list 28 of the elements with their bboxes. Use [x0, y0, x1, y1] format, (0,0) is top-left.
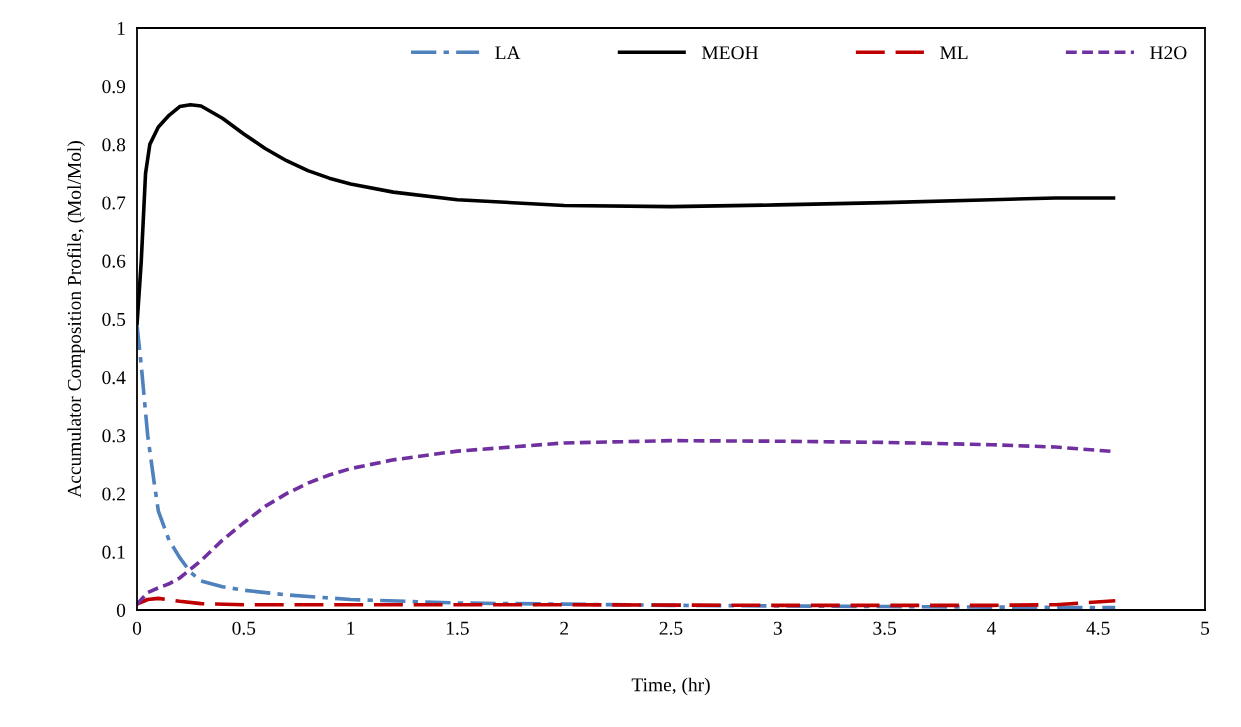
legend-label: LA: [495, 46, 521, 60]
x-axis-title: Time, (hr): [631, 677, 710, 696]
x-tick-label: 5: [1201, 621, 1210, 635]
x-tick-label: 1: [347, 621, 355, 635]
y-axis-title: Accumulator Composition Profile, (Mol/Mol): [67, 141, 85, 498]
x-tick-label: 1.5: [446, 621, 469, 635]
y-tick-label: 0.5: [102, 312, 126, 327]
x-tick-label: 4.5: [1086, 621, 1110, 635]
y-tick-label: 0.4: [102, 371, 126, 385]
x-tick-label: 4: [986, 621, 996, 635]
y-tick-label: 0.3: [102, 429, 126, 443]
legend-label: ML: [940, 46, 968, 60]
legend-label: H2O: [1150, 46, 1187, 60]
x-tick-label: 0: [132, 621, 142, 635]
y-tick-label: 0.1: [102, 545, 125, 559]
x-tick-label: 3: [773, 621, 782, 635]
y-tick-label: 0: [116, 603, 126, 617]
x-tick-label: 2: [560, 621, 568, 635]
x-tick-label: 3.5: [873, 621, 896, 635]
x-tick-label: 0.5: [232, 621, 256, 635]
y-tick-label: 0.6: [102, 254, 126, 268]
legend-label: MEOH: [701, 46, 759, 60]
y-tick-label: 0.7: [102, 196, 126, 210]
y-tick-label: 1: [117, 21, 125, 35]
x-tick-label: 2.5: [659, 621, 683, 635]
y-tick-label: 0.2: [102, 487, 125, 501]
y-tick-label: 0.8: [102, 138, 126, 152]
y-tick-label: 0.9: [102, 80, 126, 94]
